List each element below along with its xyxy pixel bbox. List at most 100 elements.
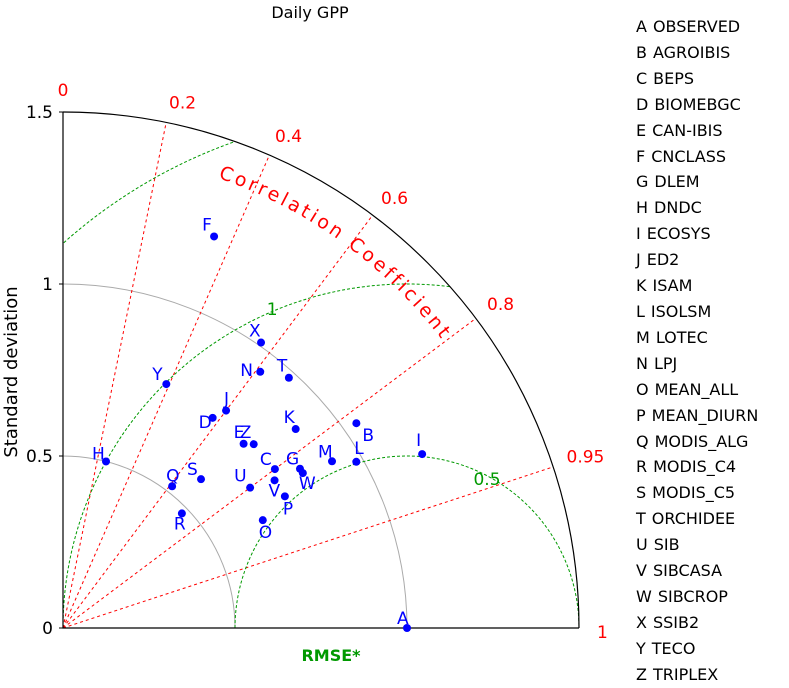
corr-line-3 bbox=[62, 214, 374, 629]
legend-item: K ISAM bbox=[636, 273, 764, 299]
legend-key: O bbox=[636, 379, 649, 399]
legend-key: W bbox=[636, 586, 652, 606]
legend-model-name: MEAN_DIURN bbox=[651, 405, 759, 425]
legend-item: G DLEM bbox=[636, 169, 764, 195]
point-T bbox=[284, 373, 293, 382]
legend-item: B AGROIBIS bbox=[636, 40, 764, 66]
std-circles bbox=[62, 283, 408, 629]
point-Q bbox=[168, 482, 177, 491]
point-L bbox=[352, 457, 361, 466]
point-label-E: E bbox=[234, 423, 245, 443]
legend-item: N LPJ bbox=[636, 351, 764, 377]
legend-item: Q MODIS_ALG bbox=[636, 429, 764, 455]
legend-model-name: OBSERVED bbox=[652, 17, 741, 36]
legend-model-name: MODIS_C4 bbox=[653, 457, 737, 477]
point-K bbox=[291, 425, 300, 434]
legend-key: Y bbox=[636, 638, 646, 658]
legend-model-name: MEAN_ALL bbox=[654, 379, 739, 399]
legend-item: X SSIB2 bbox=[636, 610, 764, 636]
legend-key: J bbox=[636, 250, 641, 270]
point-label-V: V bbox=[269, 481, 281, 501]
point-label-X: X bbox=[249, 322, 261, 342]
legend-model-name: SIB bbox=[653, 535, 680, 555]
point-label-J: J bbox=[223, 390, 229, 410]
legend-item: C BEPS bbox=[636, 66, 764, 92]
legend-item: U SIB bbox=[636, 532, 764, 558]
legend-key: M bbox=[636, 327, 650, 347]
legend-item: Y TECO bbox=[636, 636, 764, 662]
legend-item: E CAN-IBIS bbox=[636, 118, 764, 144]
legend-key: K bbox=[636, 276, 647, 296]
y-axis-label: Standard deviation bbox=[1, 286, 22, 457]
point-E bbox=[239, 439, 248, 448]
std-tick-labels: 0 0.5 1 1.5 bbox=[26, 103, 63, 639]
std-tick-label: 0 bbox=[42, 619, 53, 639]
legend-model-name: DLEM bbox=[654, 172, 700, 192]
legend-key: P bbox=[636, 405, 646, 425]
legend-model-name: SIBCASA bbox=[652, 561, 723, 581]
legend-key: U bbox=[636, 535, 648, 555]
correlation-axis-label: Correlation Coefficient bbox=[216, 162, 456, 344]
point-label-W: W bbox=[299, 474, 316, 494]
point-R bbox=[177, 509, 186, 518]
rmse-contour-label: 0.5 bbox=[473, 470, 500, 490]
rmse-axis-label: RMSE* bbox=[301, 646, 361, 665]
legend-item: A OBSERVED bbox=[636, 14, 764, 40]
legend-item: J ED2 bbox=[636, 247, 764, 273]
point-H bbox=[102, 457, 110, 466]
legend-model-name: LPJ bbox=[653, 353, 678, 373]
legend: A OBSERVED B AGROIBIS C BEPS D BIOMEBGC E CAN-IBI… bbox=[636, 14, 764, 688]
legend-item: I ECOSYS bbox=[636, 221, 764, 247]
legend-key: C bbox=[636, 68, 648, 88]
legend-key: Q bbox=[636, 431, 649, 451]
legend-key: L bbox=[636, 301, 645, 321]
point-label-P: P bbox=[283, 499, 293, 519]
legend-model-name: ISAM bbox=[652, 276, 693, 296]
legend-key: G bbox=[636, 172, 649, 192]
axes bbox=[62, 112, 579, 629]
point-Y bbox=[162, 380, 171, 389]
legend-model-name: SSIB2 bbox=[652, 612, 700, 632]
legend-key: X bbox=[636, 612, 647, 632]
legend-item: H DNDC bbox=[636, 195, 764, 221]
corr-tick-label: 0.4 bbox=[275, 127, 302, 147]
point-label-D: D bbox=[199, 413, 212, 433]
point-J bbox=[222, 406, 231, 415]
point-X bbox=[257, 338, 266, 347]
point-A bbox=[403, 624, 411, 632]
legend-model-name: BIOMEBGC bbox=[654, 94, 741, 114]
legend-item: P MEAN_DIURN bbox=[636, 403, 764, 429]
corr-line-4 bbox=[62, 317, 477, 629]
legend-model-name: DNDC bbox=[654, 198, 702, 218]
point-N bbox=[256, 367, 265, 376]
legend-key: S bbox=[636, 483, 647, 503]
correlation-tick-labels: 0 0.2 0.4 0.6 0.8 0.95 1 bbox=[58, 81, 608, 643]
legend-model-name: LOTEC bbox=[655, 327, 708, 347]
legend-item: Z TRIPLEX bbox=[636, 662, 764, 688]
legend-model-name: MODIS_C5 bbox=[652, 483, 736, 503]
rmse-contours bbox=[63, 112, 579, 628]
legend-key: D bbox=[636, 94, 649, 114]
point-label-M: M bbox=[318, 442, 333, 462]
std-tick-label: 1 bbox=[42, 275, 53, 295]
legend-item: D BIOMEBGC bbox=[636, 92, 764, 118]
point-U bbox=[246, 483, 255, 492]
corr-line-5 bbox=[62, 466, 554, 629]
legend-item: M LOTEC bbox=[636, 325, 764, 351]
corr-tick-label: 0 bbox=[58, 81, 69, 101]
model-points: A B C D E F G H I J K L M N OP Q R S T U V W X Y Z bbox=[92, 215, 427, 632]
legend-model-name: TRIPLEX bbox=[652, 664, 719, 684]
legend-model-name: ISOLSM bbox=[650, 301, 712, 321]
legend-key: R bbox=[636, 457, 648, 477]
legend-model-name: ORCHIDEE bbox=[651, 509, 736, 529]
legend-key: V bbox=[636, 561, 647, 581]
point-label-S: S bbox=[187, 460, 198, 480]
point-label-N: N bbox=[240, 361, 253, 381]
point-label-T: T bbox=[276, 357, 288, 377]
legend-key: Z bbox=[636, 664, 647, 684]
corr-line-1 bbox=[62, 122, 167, 629]
point-M bbox=[328, 457, 337, 466]
legend-item: T ORCHIDEE bbox=[636, 506, 764, 532]
point-label-Y: Y bbox=[151, 365, 163, 385]
